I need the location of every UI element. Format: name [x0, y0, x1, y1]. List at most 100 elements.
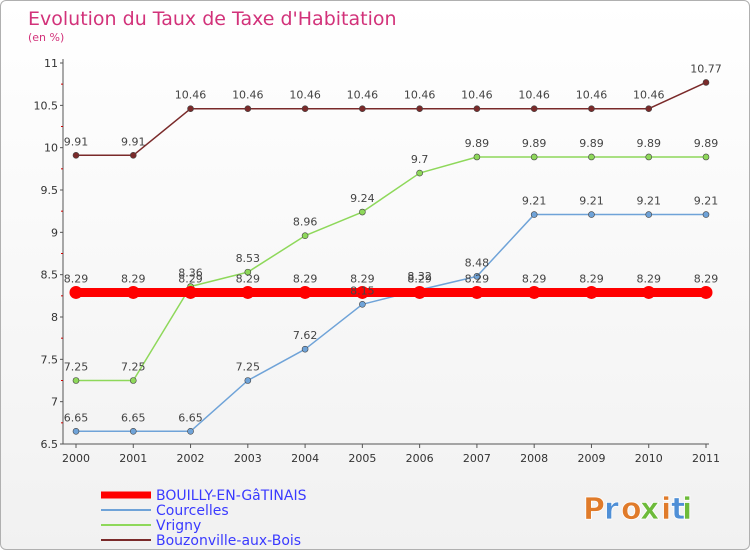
data-point-bouilly-en-g-tinais [126, 285, 140, 299]
x-tick-label: 2010 [635, 452, 663, 465]
data-label-vrigny: 7.25 [121, 361, 146, 374]
data-label-vrigny: 9.89 [694, 137, 719, 150]
data-point-vrigny [530, 153, 538, 161]
data-point-bouilly-en-g-tinais [642, 285, 656, 299]
data-label-bouilly-en-g-tinais: 8.29 [64, 272, 89, 285]
data-label-vrigny: 8.53 [236, 252, 261, 265]
data-label-courcelles: 8.48 [465, 256, 490, 269]
legend-label-courcelles: Courcelles [156, 503, 229, 519]
data-point-vrigny [359, 208, 366, 216]
data-point-vrigny [72, 377, 80, 384]
data-label-bouzonville-aux-bois: 10.46 [576, 89, 608, 102]
data-label-vrigny: 9.89 [465, 137, 490, 150]
data-point-courcelles [301, 345, 309, 353]
logo-letter: i [682, 492, 692, 527]
legend-label-bouzonville-aux-bois: Bouzonville-aux-Bois [156, 533, 301, 549]
data-point-vrigny [645, 153, 653, 161]
data-label-bouzonville-aux-bois: 9.91 [121, 135, 146, 148]
data-label-vrigny: 9.89 [522, 137, 547, 150]
data-point-courcelles [244, 377, 252, 384]
data-label-bouilly-en-g-tinais: 8.29 [579, 272, 604, 285]
data-point-courcelles [129, 427, 137, 435]
data-point-bouzonville-aux-bois [645, 105, 653, 113]
series-line-courcelles [76, 213, 706, 433]
data-label-bouilly-en-g-tinais: 8.29 [293, 272, 318, 285]
y-tick-label: 9 [51, 226, 58, 239]
x-tick-label: 2011 [692, 452, 720, 465]
data-label-courcelles: 9.21 [636, 195, 661, 208]
data-label-bouilly-en-g-tinais: 8.29 [636, 272, 661, 285]
data-point-vrigny [702, 153, 710, 161]
axes: 6.5 7 7.5 8 8.5 9 9.5 10 10.5 11 2000 2001 2002 2003 2… [34, 57, 721, 465]
y-tick-label: 10.5 [34, 99, 59, 112]
data-label-courcelles: 6.65 [64, 411, 89, 424]
data-label-vrigny: 9.24 [350, 192, 375, 205]
data-point-bouzonville-aux-bois [473, 105, 481, 113]
logo-letter: t [671, 492, 685, 527]
data-label-bouilly-en-g-tinais: 8.29 [350, 272, 375, 285]
data-point-bouilly-en-g-tinais [355, 285, 369, 299]
data-label-courcelles: 7.25 [236, 361, 261, 374]
data-label-bouilly-en-g-tinais: 8.29 [178, 272, 203, 285]
data-label-bouilly-en-g-tinais: 8.29 [522, 272, 547, 285]
data-point-courcelles [72, 427, 80, 435]
data-point-vrigny [416, 169, 423, 177]
data-label-bouzonville-aux-bois: 10.46 [347, 89, 379, 102]
data-point-courcelles [187, 427, 194, 435]
x-tick-label: 2007 [463, 452, 491, 465]
data-label-bouilly-en-g-tinais: 8.29 [694, 272, 719, 285]
y-tick-label: 7 [51, 396, 58, 409]
data-point-bouzonville-aux-bois [702, 79, 710, 86]
data-point-bouilly-en-g-tinais [527, 285, 541, 299]
data-label-bouzonville-aux-bois: 9.91 [64, 135, 89, 148]
x-tick-label: 2004 [291, 452, 319, 465]
data-point-vrigny [588, 153, 595, 161]
data-label-courcelles: 6.65 [178, 411, 203, 424]
x-tick-label: 2000 [62, 452, 90, 465]
logo-letter: r [604, 492, 619, 527]
data-label-courcelles: 9.21 [579, 195, 604, 208]
data-label-vrigny: 7.25 [64, 361, 89, 374]
data-point-bouzonville-aux-bois [72, 151, 80, 159]
data-point-bouzonville-aux-bois [359, 105, 366, 113]
x-tick-label: 2001 [119, 452, 147, 465]
logo-letter: P [583, 492, 605, 527]
data-point-bouzonville-aux-bois [129, 151, 137, 159]
data-label-courcelles: 8.15 [350, 284, 375, 297]
x-tick-label: 2002 [177, 452, 205, 465]
data-label-bouilly-en-g-tinais: 8.29 [121, 272, 146, 285]
data-point-bouilly-en-g-tinais [298, 285, 312, 299]
data-point-bouilly-en-g-tinais [184, 285, 198, 299]
x-tick-label: 2008 [520, 452, 548, 465]
data-point-bouilly-en-g-tinais [413, 285, 427, 299]
y-tick-label: 10 [44, 142, 58, 155]
data-label-vrigny: 9.89 [636, 137, 661, 150]
y-tick-label: 8 [51, 311, 58, 324]
x-tick-label: 2005 [348, 452, 376, 465]
logo-letter: o [621, 492, 642, 527]
data-label-bouzonville-aux-bois: 10.46 [404, 89, 436, 102]
data-point-bouzonville-aux-bois [588, 105, 595, 113]
data-label-vrigny: 8.96 [293, 216, 318, 229]
data-label-courcelles: 9.21 [694, 195, 719, 208]
data-label-bouzonville-aux-bois: 10.46 [461, 89, 493, 102]
data-label-vrigny: 8.36 [178, 267, 203, 280]
series-line-vrigny [76, 156, 706, 382]
data-label-courcelles: 7.62 [293, 329, 318, 342]
data-label-courcelles: 6.65 [121, 411, 146, 424]
data-point-courcelles [473, 273, 481, 280]
chart-subtitle: (en %) [28, 31, 64, 44]
x-tick-label: 2009 [577, 452, 605, 465]
data-point-bouilly-en-g-tinais [699, 285, 713, 299]
legend-label-vrigny: Vrigny [156, 518, 201, 534]
data-point-vrigny [301, 232, 309, 240]
data-point-courcelles [702, 211, 710, 218]
data-point-bouzonville-aux-bois [416, 105, 423, 113]
y-tick-label: 9.5 [41, 184, 59, 197]
data-point-courcelles [530, 211, 538, 218]
data-label-bouzonville-aux-bois: 10.46 [289, 89, 321, 102]
data-point-vrigny [129, 377, 137, 384]
